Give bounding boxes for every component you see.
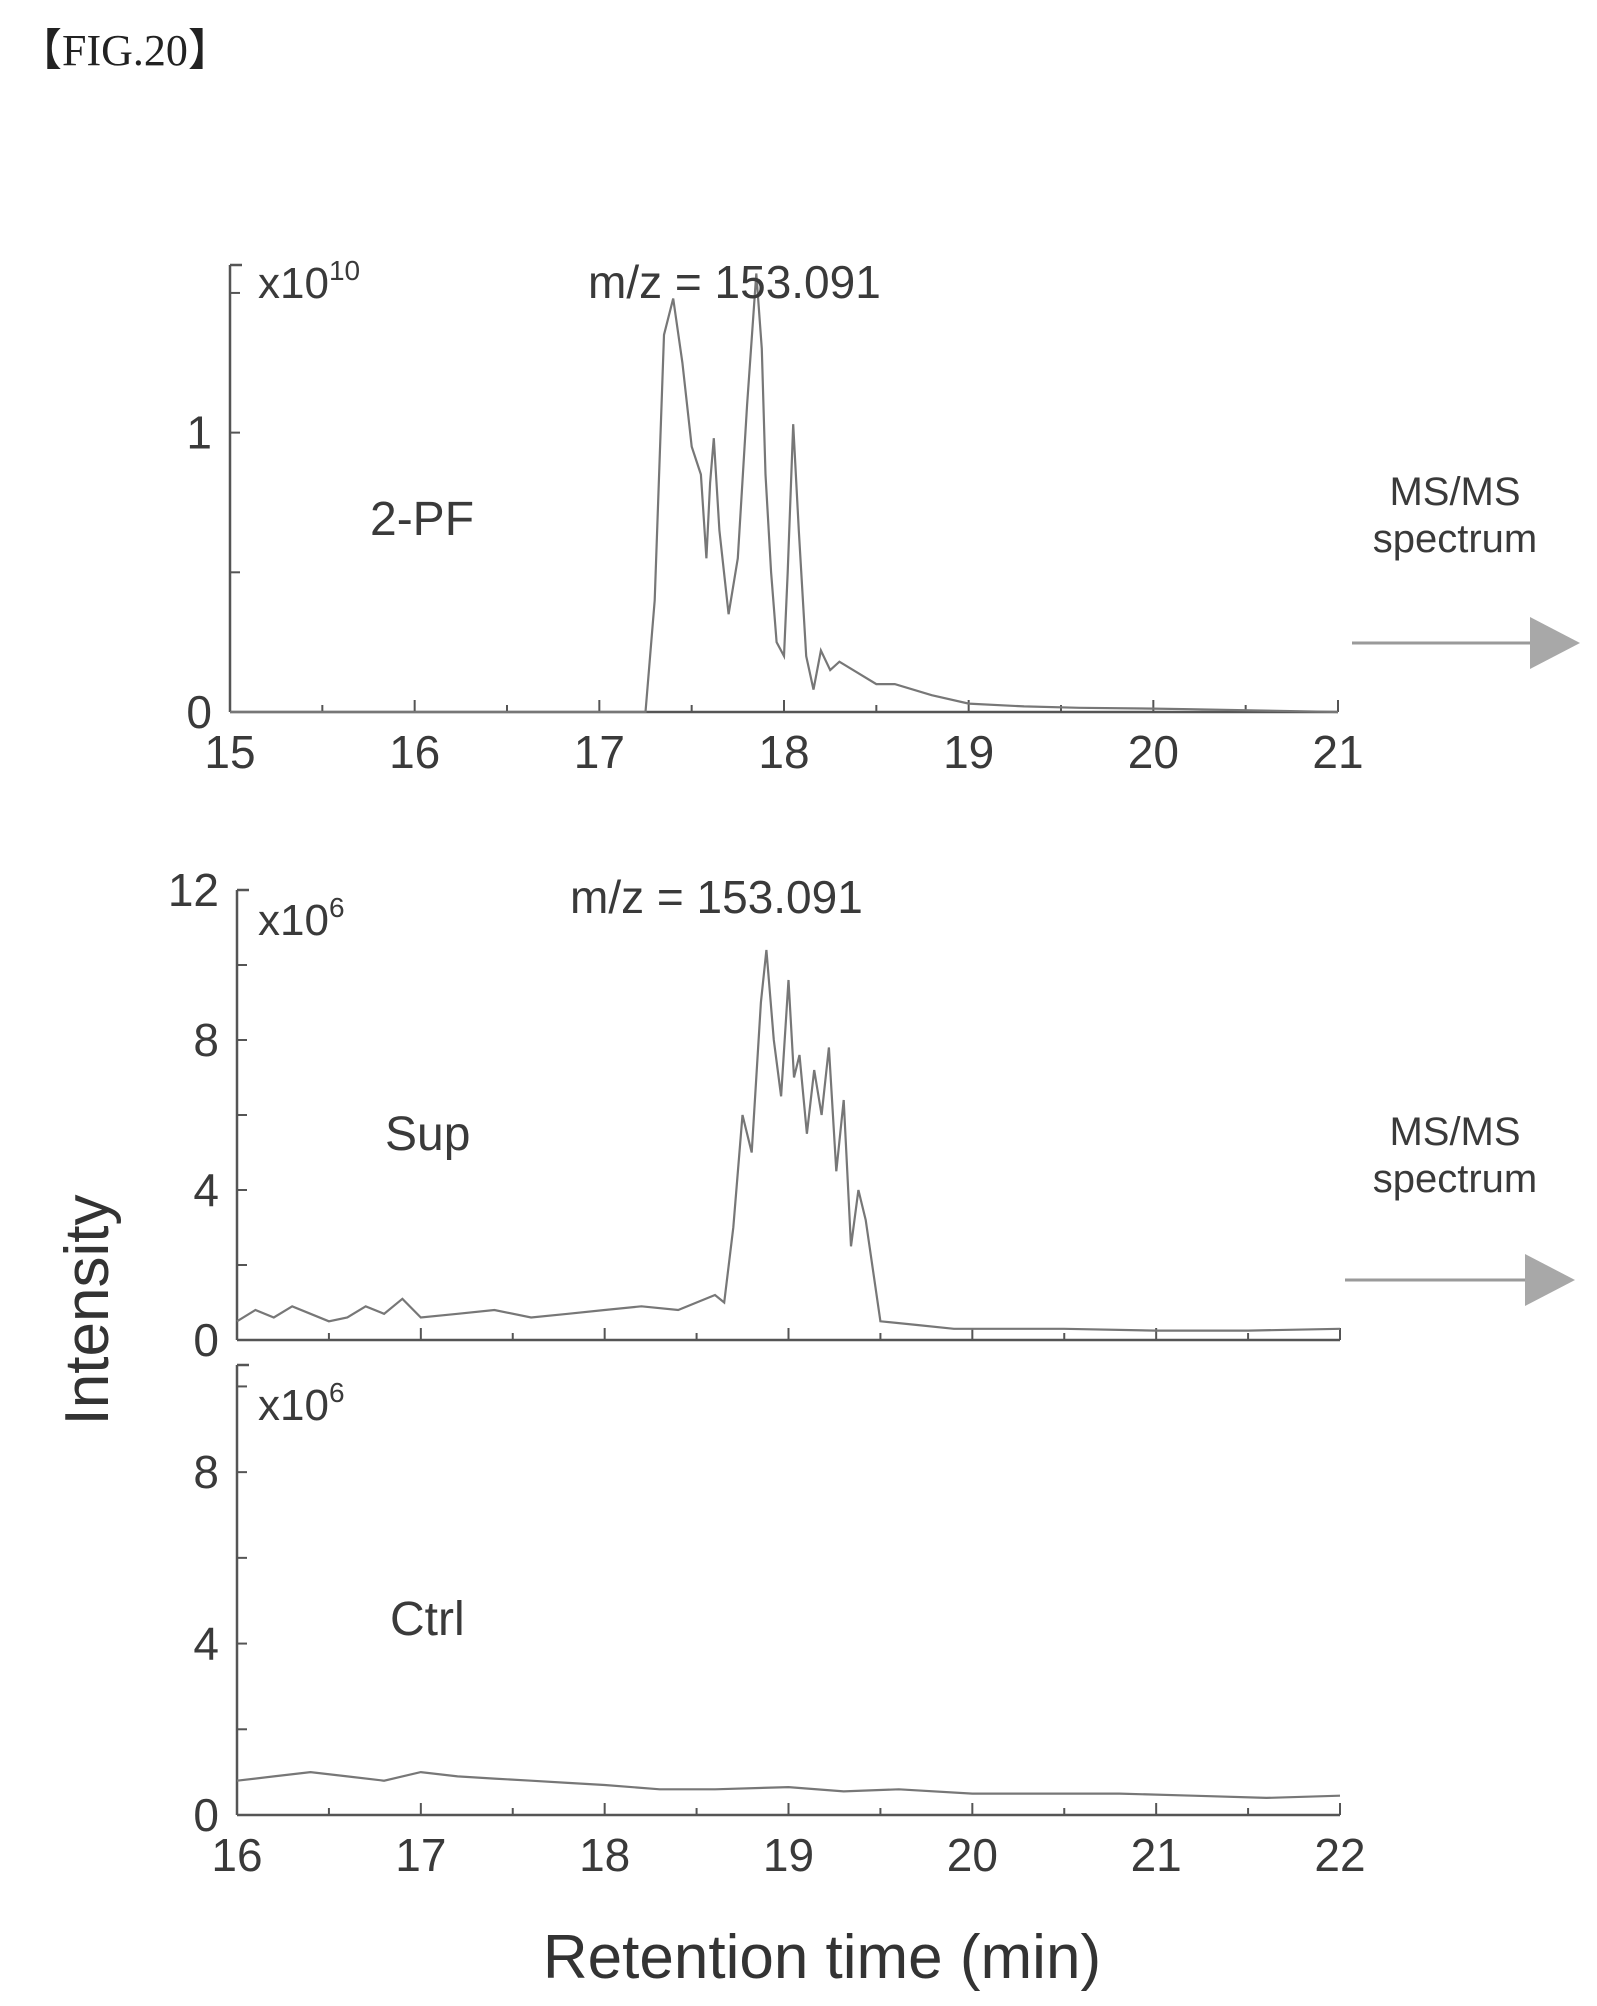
- panel-sup: 0 4 8 12 x106 m/z = 153.091 Sup: [168, 864, 1341, 1366]
- panel-2pf-tick-labels: 0 1 15 16 17 18 19 20 21: [186, 407, 1363, 778]
- panel-ctrl-tick-labels: 0 4 8 16 17 18 19 20 21 22: [193, 1446, 1365, 1881]
- y-tick-label: 0: [193, 1314, 219, 1366]
- x-tick-label: 19: [763, 1829, 814, 1881]
- x-axis-title: Retention time (min): [543, 1923, 1101, 1992]
- panel-ctrl-sample-label: Ctrl: [390, 1593, 465, 1646]
- y-tick-label: 12: [168, 864, 219, 916]
- panel-ctrl: 0 4 8 16 17 18 19 20 21 22 x106 Ctrl: [193, 1363, 1366, 1881]
- panel-sup-axes: [235, 888, 1341, 1342]
- panel-sup-trace: [236, 949, 1341, 1332]
- panel-2pf-scale: x1010: [258, 255, 360, 308]
- msms-arrow-1: MS/MS spectrum: [1352, 470, 1580, 669]
- panel-ctrl-scale: x106: [258, 1377, 345, 1430]
- y-tick-label: 1: [186, 407, 212, 459]
- x-tick-label: 19: [943, 726, 994, 778]
- y-tick-label: 4: [193, 1164, 219, 1216]
- x-tick-label: 21: [1312, 726, 1363, 778]
- panel-ctrl-trace: [236, 1770, 1341, 1800]
- panel-sup-tick-labels: 0 4 8 12: [168, 864, 219, 1366]
- panel-2pf-sample-label: 2-PF: [370, 493, 474, 546]
- msms-arrow-1-line1: MS/MS: [1389, 470, 1520, 514]
- y-tick-label: 8: [193, 1446, 219, 1498]
- msms-arrow-1-head: [1530, 617, 1580, 669]
- msms-arrow-2-line2: spectrum: [1373, 1157, 1538, 1201]
- figure-label: 【FIG.20】: [18, 26, 232, 75]
- msms-arrow-1-line2: spectrum: [1373, 517, 1538, 561]
- x-tick-label: 15: [204, 726, 255, 778]
- panel-ctrl-axes: [235, 1363, 1341, 1817]
- x-tick-label: 20: [1128, 726, 1179, 778]
- panel-2pf-trace: [230, 273, 1339, 714]
- x-tick-label: 18: [758, 726, 809, 778]
- x-tick-label: 18: [579, 1829, 630, 1881]
- x-tick-label: 16: [211, 1829, 262, 1881]
- x-tick-label: 22: [1314, 1829, 1365, 1881]
- x-tick-label: 21: [1131, 1829, 1182, 1881]
- y-tick-label: 0: [186, 686, 212, 738]
- panel-2pf: 0 1 15 16 17 18 19 20 21 x1010 m/z = 153.091 2-P…: [186, 255, 1363, 778]
- panel-sup-scale: x106: [258, 892, 345, 945]
- msms-arrow-2: MS/MS spectrum: [1345, 1110, 1575, 1306]
- y-axis-title: Intensity: [53, 1195, 122, 1426]
- x-tick-label: 17: [574, 726, 625, 778]
- x-tick-label: 20: [947, 1829, 998, 1881]
- msms-arrow-2-head: [1525, 1254, 1575, 1306]
- msms-arrow-2-line1: MS/MS: [1389, 1110, 1520, 1154]
- y-tick-label: 4: [193, 1618, 219, 1670]
- y-tick-label: 8: [193, 1014, 219, 1066]
- x-tick-label: 17: [395, 1829, 446, 1881]
- y-tick-label: 0: [193, 1789, 219, 1841]
- x-tick-label: 16: [389, 726, 440, 778]
- panel-2pf-title: m/z = 153.091: [588, 256, 881, 308]
- panel-sup-title: m/z = 153.091: [570, 871, 863, 923]
- panel-sup-sample-label: Sup: [385, 1108, 470, 1161]
